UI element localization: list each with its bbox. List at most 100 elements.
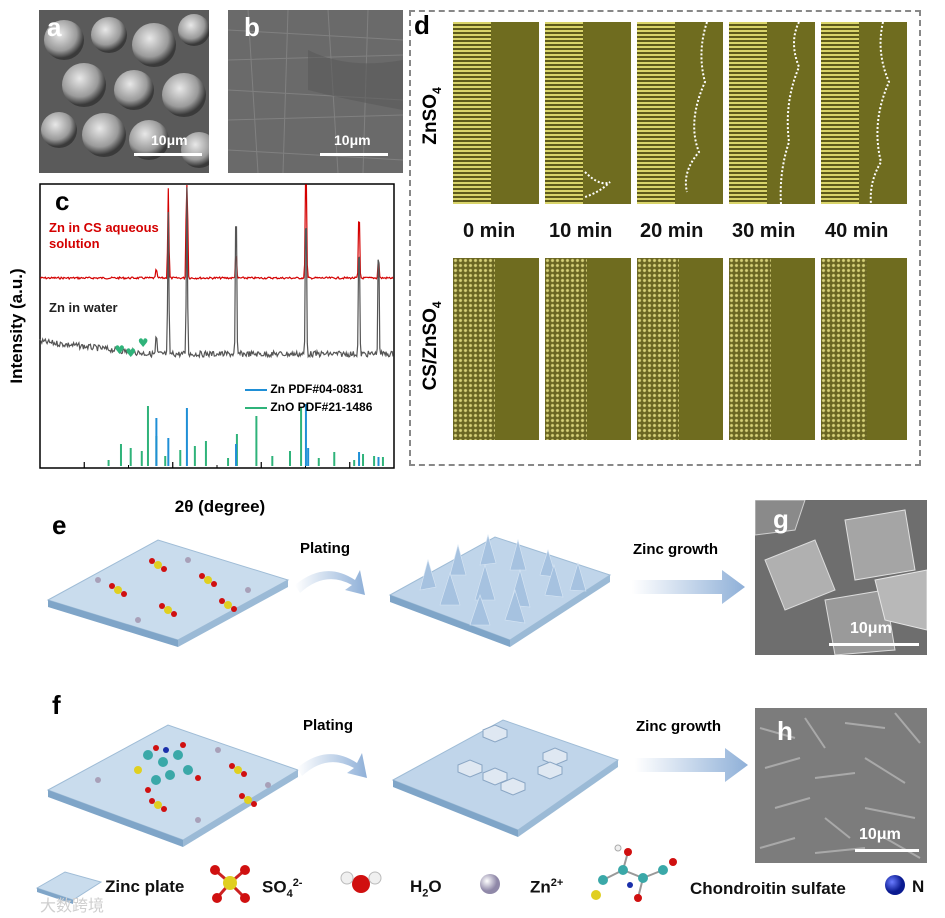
- xrd-xlabel: 2θ (degree): [174, 497, 266, 516]
- panel-label-d: d: [414, 10, 430, 40]
- micro-cs-20: [637, 258, 723, 440]
- micro-znso4-30: [729, 22, 815, 204]
- zinc-growth-label-e: Zinc growth: [633, 541, 718, 558]
- series-label-cs-2: solution: [49, 236, 100, 251]
- legend-so4-sub: 4: [286, 888, 293, 901]
- zinc-plate-hex-f: [391, 719, 620, 837]
- dendrite-outline: [779, 22, 801, 204]
- row1-label: ZnSO4: [420, 76, 444, 156]
- series-label-water: Zn in water: [49, 300, 118, 315]
- watermark: 大数跨境: [40, 898, 105, 915]
- so4-molecules-e: [95, 557, 251, 623]
- sem-image-h: h 10μm: [755, 708, 927, 863]
- ref-legend-zno-line: [245, 406, 267, 409]
- dendrite-outline: [869, 22, 891, 204]
- zinc-plate-dendrite-e: [388, 533, 612, 647]
- legend-zinc-plate: Zinc plate: [105, 877, 185, 896]
- legend-h2o-h: H: [410, 877, 423, 896]
- xrd-ylabel: Intensity (a.u.): [7, 268, 26, 384]
- legend-h2o-o: O: [428, 877, 442, 896]
- legend-h2o: H2O: [410, 877, 442, 899]
- sem-texture-h: [755, 708, 927, 863]
- micro-edge: [729, 258, 771, 440]
- zinc-growth-arrow-e: [632, 570, 745, 604]
- panel-label-h: h: [777, 716, 793, 746]
- micro-cs-40: [821, 258, 907, 440]
- scale-bar-g: [829, 643, 919, 646]
- micro-znso4-40: [821, 22, 907, 204]
- time-label-10: 10 min: [549, 220, 613, 242]
- sem-texture-g: [755, 500, 927, 655]
- micro-edge: [637, 258, 679, 440]
- time-label-0: 0 min: [463, 220, 516, 242]
- plating-label-f: Plating: [303, 717, 354, 734]
- dendrite-outline: [684, 22, 708, 193]
- legend-h2o-sub: 2: [422, 887, 429, 900]
- zinc-growth-label-f: Zinc growth: [636, 718, 721, 735]
- legend-so4: SO42-: [262, 877, 302, 900]
- legend-so4-text: SO: [262, 877, 287, 897]
- scale-bar-b: [320, 153, 388, 156]
- ref-legend-zn: Zn PDF#04-0831: [245, 382, 363, 396]
- legend-zn: Zn2+: [530, 877, 563, 898]
- micro-cs-0: [453, 258, 539, 440]
- plating-label-e: Plating: [300, 540, 351, 557]
- legend-zn-sup: 2+: [550, 877, 564, 889]
- scale-text-b: 10μm: [334, 132, 371, 148]
- zno-peak-heart-2: ♥: [138, 336, 149, 350]
- micro-cs-30: [729, 258, 815, 440]
- n-atom-legend-icon: [885, 875, 905, 895]
- zn-ion-legend-icon: [480, 874, 500, 894]
- micro-edge: [729, 22, 767, 204]
- ref-legend-zn-text: Zn PDF#04-0831: [270, 382, 364, 396]
- zno-peak-heart-1: ♥: [125, 346, 136, 360]
- dendrite-outline: [584, 171, 611, 198]
- time-label-20: 20 min: [640, 220, 704, 242]
- legend-cs: Chondroitin sulfate: [690, 879, 846, 898]
- micro-edge: [821, 258, 867, 440]
- ref-legend-zn-line: [245, 388, 267, 391]
- panel-d-frame: [409, 10, 921, 466]
- xrd-chart: 20406080♥♥♥: [39, 183, 395, 469]
- time-label-40: 40 min: [825, 220, 889, 242]
- row2-label: CS/ZnSO4: [420, 286, 444, 406]
- xrd-series-cs: [39, 184, 394, 281]
- micro-edge: [545, 258, 587, 440]
- row1-label-sub: 4: [429, 87, 444, 94]
- scale-bar-a: [134, 153, 202, 156]
- so4-legend-icon: [210, 865, 250, 903]
- zinc-plate-f: [46, 724, 300, 847]
- micro-znso4-10: [545, 22, 631, 204]
- scale-text-g: 10μm: [850, 620, 892, 637]
- micro-edge: [545, 22, 583, 204]
- ref-legend-zno: ZnO PDF#21-1486: [245, 400, 372, 414]
- time-label-30: 30 min: [732, 220, 796, 242]
- zinc-plate-e: [46, 539, 290, 647]
- zinc-growth-arrow-f: [635, 748, 748, 782]
- panel-label-f: f: [52, 690, 61, 720]
- series-label-cs-1: Zn in CS aqueous: [49, 220, 159, 235]
- row2-label-text: CS/ZnSO: [420, 308, 442, 391]
- ref-legend-zno-text: ZnO PDF#21-1486: [270, 400, 373, 414]
- micro-edge: [821, 22, 859, 204]
- panel-label-c: c: [55, 186, 70, 216]
- scale-bar-h: [855, 849, 919, 852]
- panel-label-b: b: [244, 12, 260, 42]
- legend-so4-sup: 2-: [292, 877, 303, 889]
- micro-cs-10: [545, 258, 631, 440]
- panel-label-g: g: [773, 504, 789, 534]
- sem-image-b: b 10μm: [228, 10, 403, 173]
- cs-legend-icon: [591, 844, 677, 902]
- zno-peak-heart-0: ♥: [114, 343, 125, 357]
- micro-edge: [453, 22, 491, 204]
- micro-znso4-0: [453, 22, 539, 204]
- legend-zn-text: Zn: [530, 877, 551, 897]
- plating-arrow-e: [295, 570, 365, 595]
- micro-edge: [453, 258, 495, 440]
- panel-label-e: e: [52, 510, 67, 540]
- scale-text-a: 10μm: [151, 132, 188, 148]
- micro-edge: [637, 22, 675, 204]
- zinc-plate-legend-icon: [35, 871, 103, 904]
- sem-image-g: g 10μm: [755, 500, 927, 655]
- xrd-series-water: [39, 187, 394, 359]
